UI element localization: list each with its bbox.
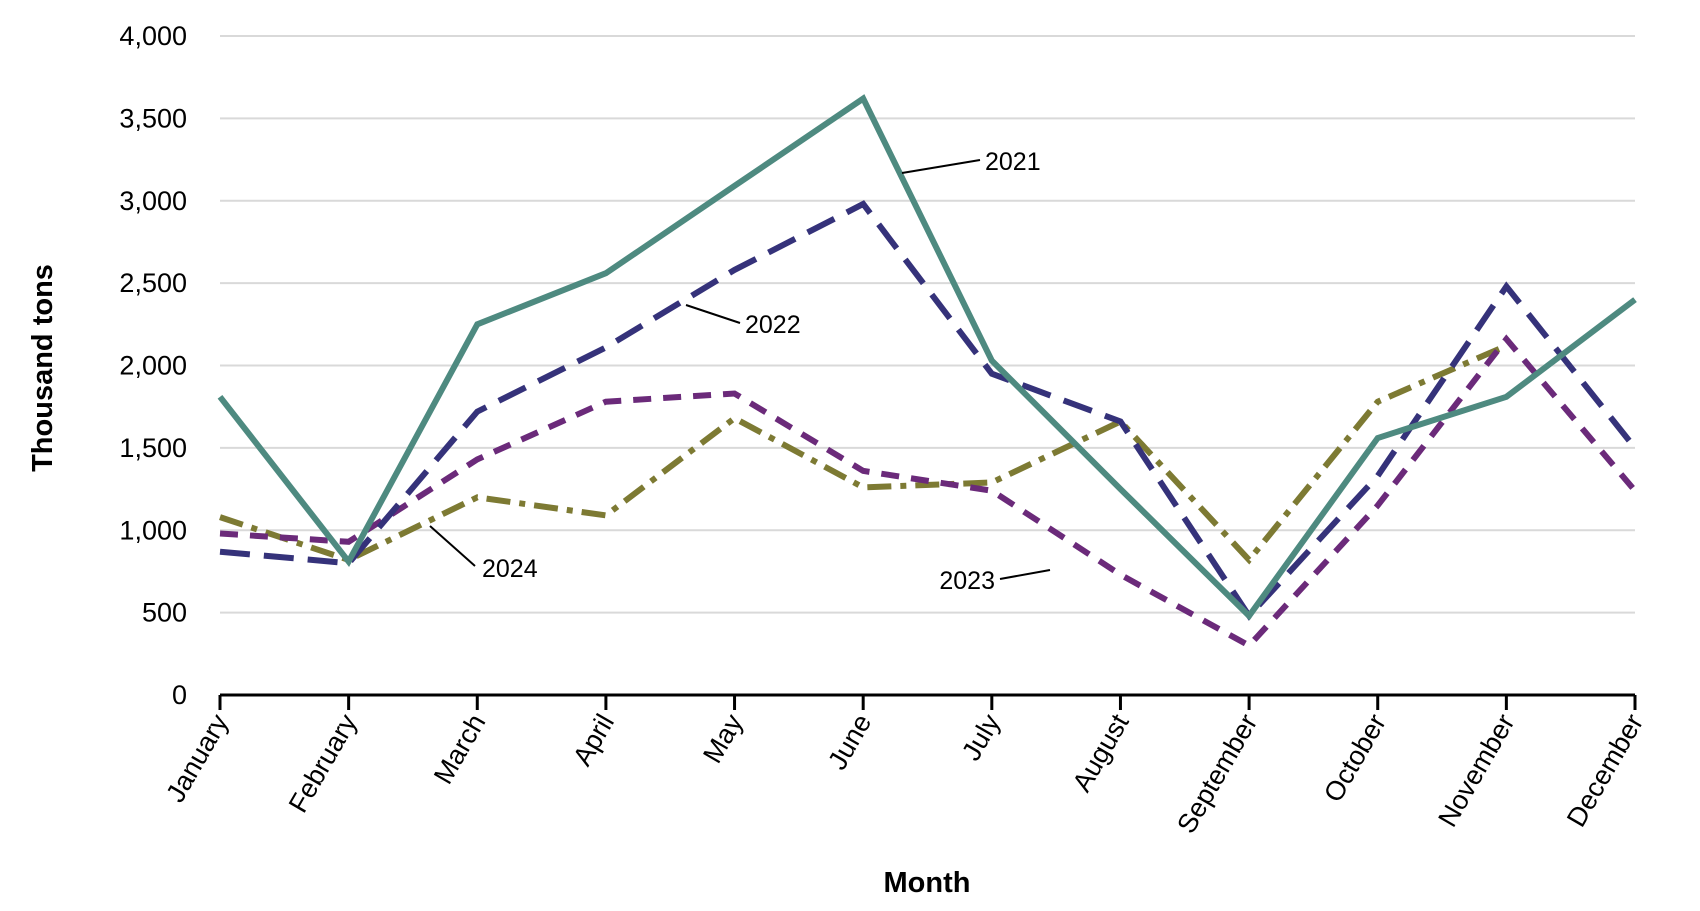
y-axis-ticks: 0 500 1,000 1,500 2,000 2,500 3,000 3,500 4,000: [119, 21, 187, 710]
y-tick-label: 500: [142, 598, 187, 628]
x-tick-label: February: [283, 709, 363, 818]
callout-leader-2021: [901, 159, 981, 174]
series-lines: [217, 94, 1638, 650]
series-callouts: 2021 2022 2023 2024: [429, 148, 1051, 595]
callout-leader-2023: [999, 569, 1051, 580]
series-line-2024: [219, 342, 1508, 565]
y-axis-title: Thousand tons: [27, 264, 59, 472]
x-tick-label: April: [567, 709, 620, 771]
x-tick-label: January: [160, 709, 234, 808]
x-tick-label: March: [428, 709, 491, 789]
x-tick-label: September: [1171, 709, 1263, 838]
callout-label-2022: 2022: [745, 311, 801, 339]
callout-leader-2022: [685, 304, 741, 324]
x-axis-ticks: January February March April May June July Augu…: [160, 695, 1649, 838]
x-tick-label: October: [1318, 709, 1392, 807]
x-tick-label: November: [1432, 709, 1520, 832]
series-line-2021: [217, 94, 1637, 621]
callout-label-2024: 2024: [482, 555, 538, 583]
y-tick-label: 0: [172, 680, 187, 710]
x-tick-label: July: [956, 709, 1006, 766]
x-tick-label: August: [1067, 709, 1135, 797]
x-tick-label: June: [822, 709, 877, 775]
y-tick-label: 4,000: [119, 21, 187, 51]
callout-leader-2024: [429, 525, 476, 567]
x-axis-title: Month: [884, 867, 971, 899]
y-tick-label: 2,500: [119, 268, 187, 298]
y-tick-label: 2,000: [119, 351, 187, 381]
y-tick-label: 3,000: [119, 186, 187, 216]
series-line-2023: [219, 334, 1638, 650]
callout-label-2023: 2023: [939, 567, 995, 595]
x-tick-label: December: [1561, 709, 1649, 832]
y-tick-label: 3,500: [119, 103, 187, 133]
gridlines: [220, 35, 1635, 614]
y-tick-label: 1,000: [119, 515, 187, 545]
x-tick-label: May: [697, 709, 749, 769]
y-tick-label: 1,500: [119, 433, 187, 463]
callout-label-2021: 2021: [985, 148, 1041, 176]
